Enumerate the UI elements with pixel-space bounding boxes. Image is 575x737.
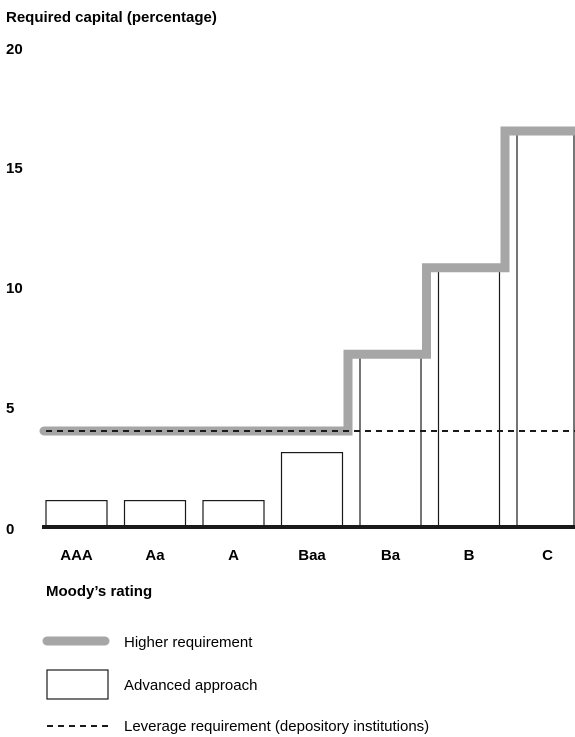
bar-aa [123,500,187,528]
y-tick-labels: 20 15 10 5 0 [6,41,23,538]
x-category-label: Aa [145,547,165,564]
legend-label-leverage: Leverage requirement (depository institu… [124,718,429,735]
bar-c [516,132,575,528]
bar-a [202,500,265,528]
y-tick-label: 5 [6,400,14,417]
bar-b [437,269,501,528]
y-tick-label: 20 [6,41,23,58]
legend-label-advanced: Advanced approach [124,677,257,694]
x-category-label: B [464,547,475,564]
x-category-label: A [228,547,239,564]
x-category-labels: AAA Aa A Baa Ba B C [60,547,553,564]
x-category-label: C [542,547,553,564]
legend-label-higher: Higher requirement [124,634,253,651]
y-tick-label: 15 [6,160,23,177]
x-category-label: Ba [381,547,401,564]
bar-baa [280,452,344,528]
y-tick-label: 10 [6,280,23,297]
bar-ba [359,356,422,528]
x-axis-title: Moody’s rating [46,583,152,600]
x-category-label: Baa [298,547,326,564]
legend-swatch-advanced [46,669,109,700]
chart-title: Required capital (percentage) [6,9,217,26]
bar-aaa [45,500,108,528]
higher-requirement-line [39,126,575,436]
advanced-approach-bars [45,132,575,528]
legend: Higher requirement Advanced approach Lev… [42,634,429,735]
y-tick-label: 0 [6,521,14,538]
x-category-label: AAA [60,547,93,564]
